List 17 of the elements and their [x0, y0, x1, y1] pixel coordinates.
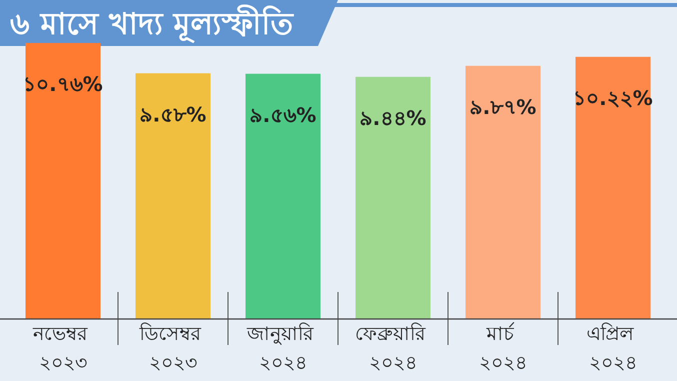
bar — [136, 73, 210, 319]
chart-title: ৬ মাসে খাদ্য মূল্যস্ফীতি — [10, 4, 294, 43]
bar — [576, 56, 650, 319]
data-label: ৯.৮৭% — [470, 94, 536, 119]
x-tick-label: ডিসেম্বর ২০২৩ — [138, 323, 202, 374]
x-tick-label: মার্চ ২০২৪ — [479, 322, 527, 374]
x-tick-label: নভেম্বর ২০২৩ — [32, 323, 88, 374]
bar — [246, 74, 320, 319]
bar — [466, 66, 540, 319]
bar — [356, 76, 430, 319]
x-tick-label: ফেব্রুয়ারি ২০২৪ — [354, 323, 426, 374]
x-tick-label: জানুয়ারি ২০২৪ — [246, 323, 314, 374]
data-label: ৯.৫৮% — [140, 102, 206, 126]
x-tick-label: এপ্রিল ২০২৪ — [586, 323, 637, 374]
bar — [26, 43, 100, 319]
data-label: ৯.৫৬% — [250, 102, 316, 127]
data-label: ৯.৪৪% — [360, 106, 426, 130]
